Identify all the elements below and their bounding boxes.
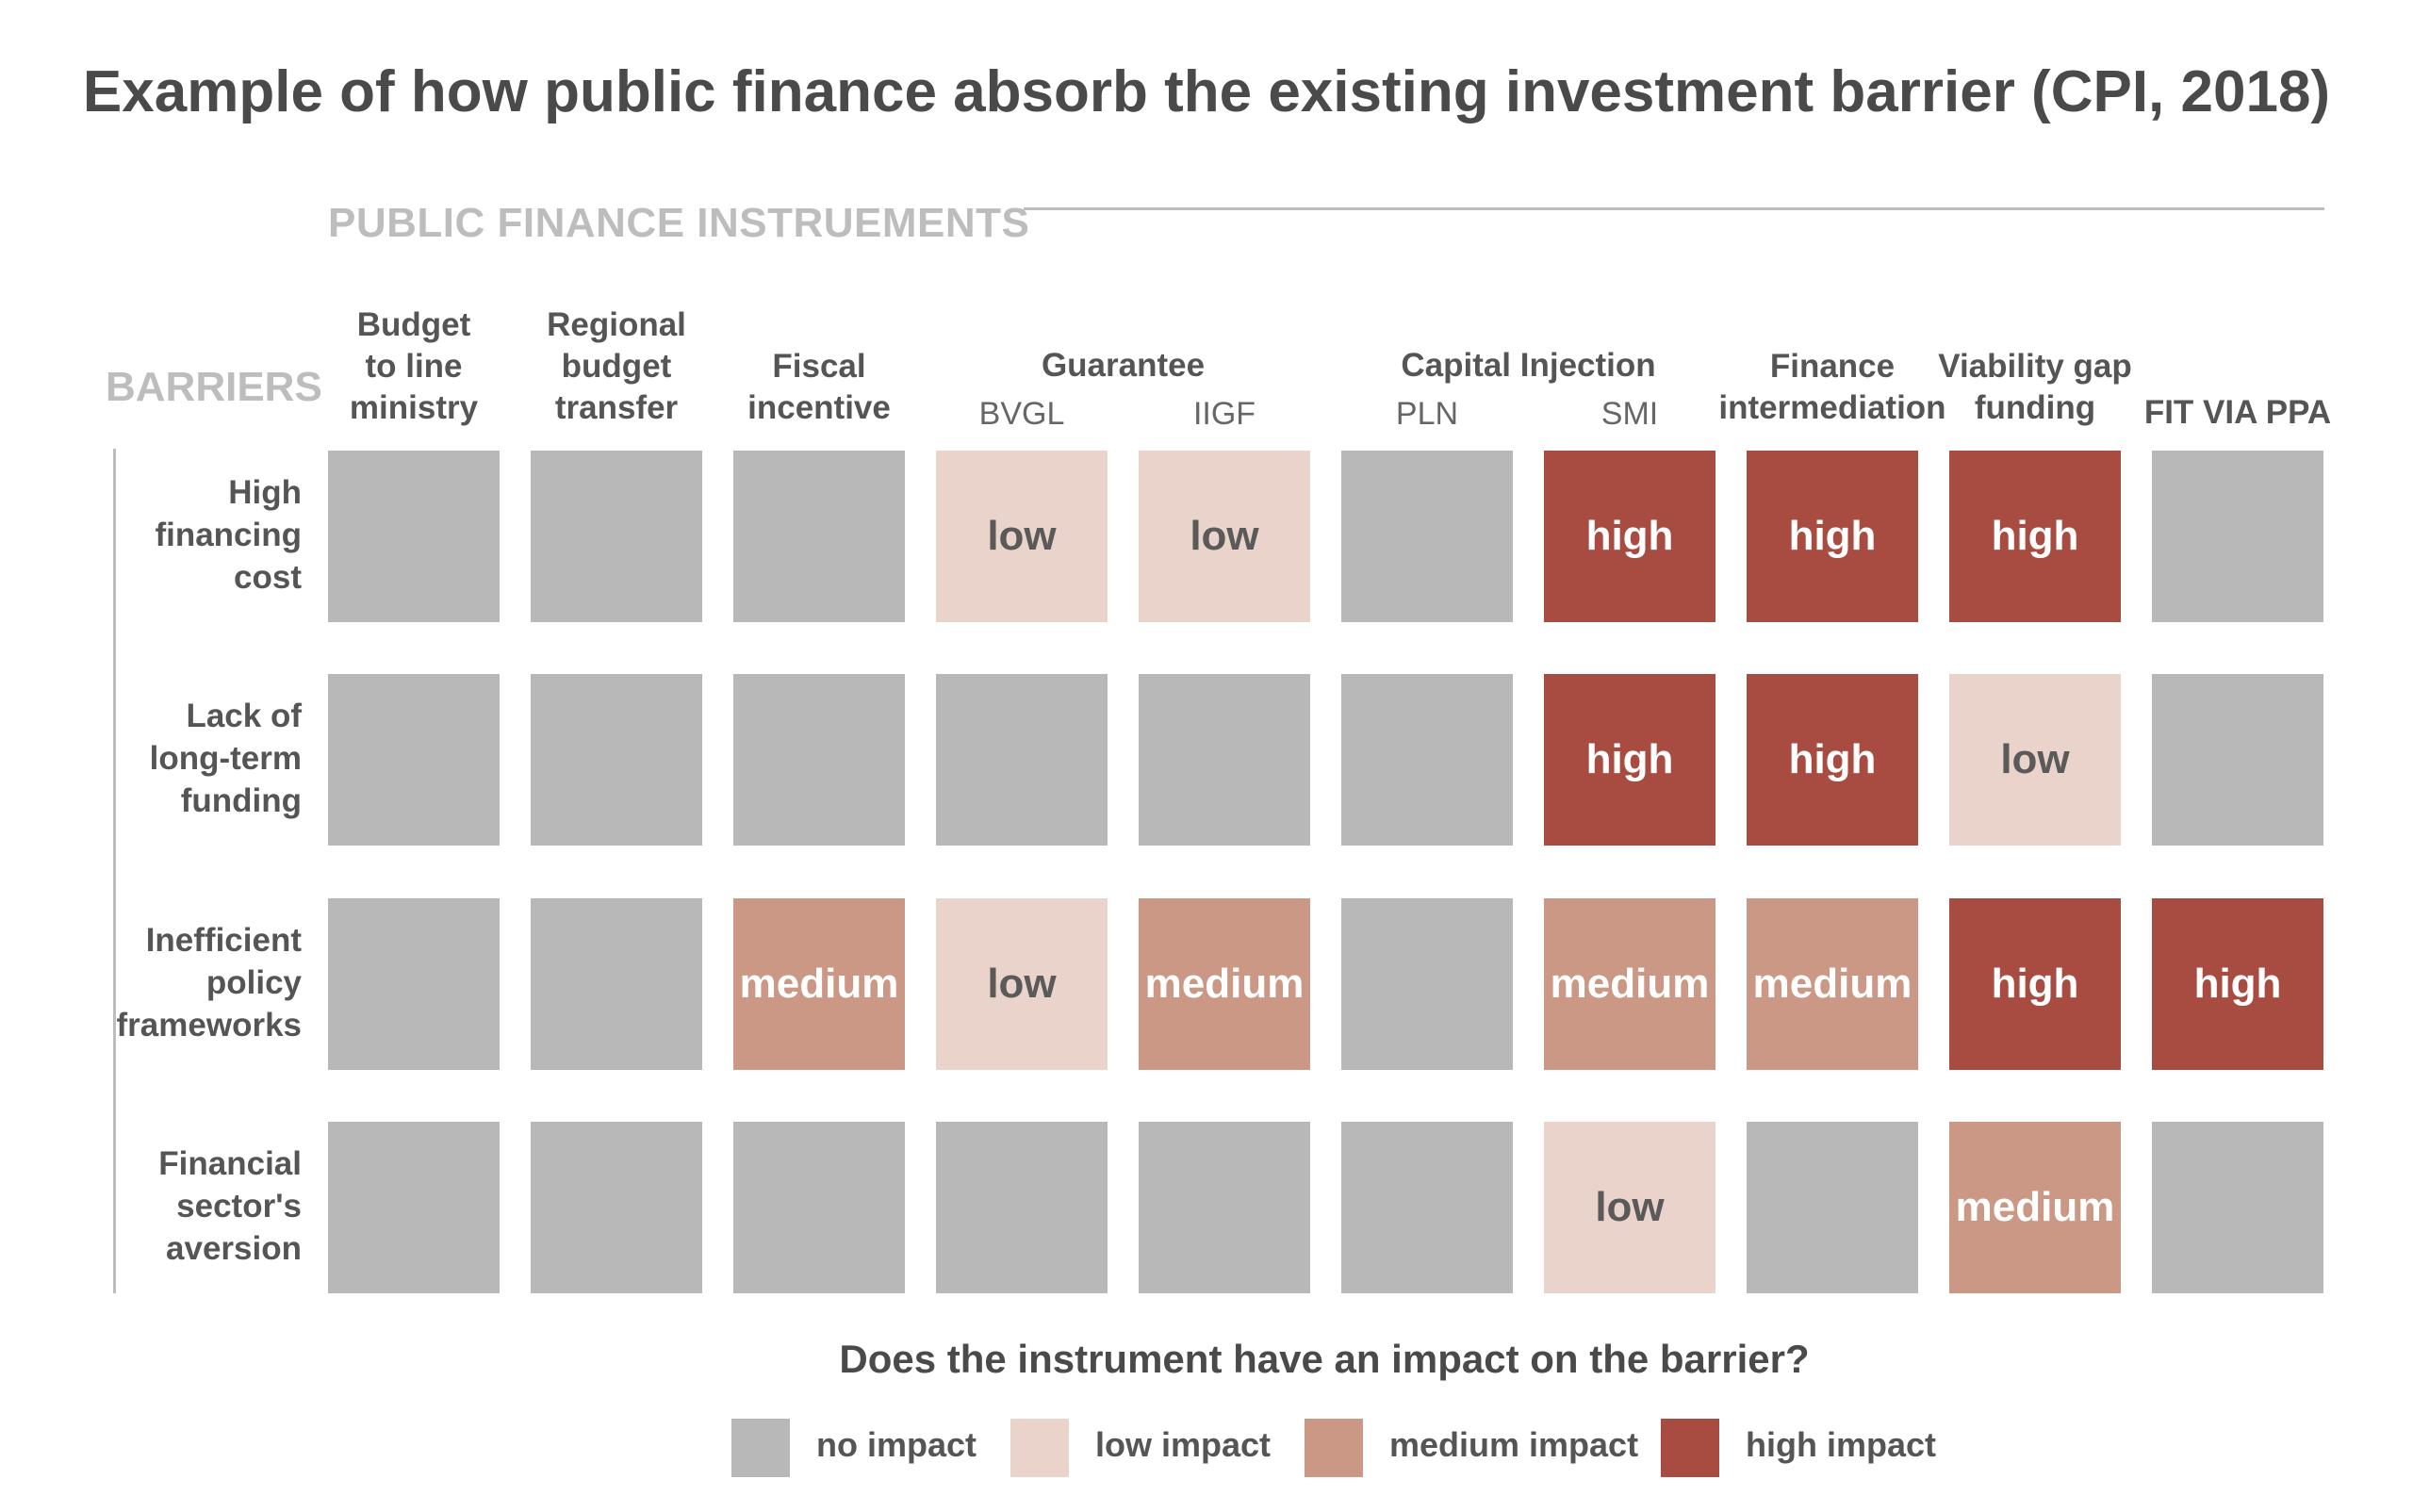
subcolumn-label-pln: PLN bbox=[1395, 396, 1459, 432]
barriers-section-label: BARRIERS bbox=[106, 364, 322, 410]
heatmap-cell bbox=[531, 451, 702, 622]
heatmap-cell bbox=[1747, 1122, 1918, 1293]
row-label-3: Financial sector's aversion bbox=[158, 1145, 302, 1267]
heatmap-cell: medium bbox=[1139, 898, 1310, 1070]
heatmap-cell bbox=[328, 898, 500, 1070]
heatmap-cell bbox=[733, 1122, 905, 1293]
heatmap-cell: low bbox=[1544, 1122, 1715, 1293]
heatmap-cell bbox=[1341, 1122, 1513, 1293]
heatmap-cell bbox=[328, 451, 500, 622]
column-header-4: Capital Injection bbox=[1401, 347, 1656, 384]
subcolumn-label-iigf: IIGF bbox=[1192, 396, 1256, 432]
heatmap-cell: high bbox=[1949, 451, 2121, 622]
heatmap-cell bbox=[531, 1122, 702, 1293]
heatmap-cell: high bbox=[1544, 451, 1715, 622]
legend-swatch-high bbox=[1661, 1419, 1719, 1477]
subcolumn-label-smi: SMI bbox=[1600, 396, 1659, 432]
heatmap-cell: medium bbox=[1949, 1122, 2121, 1293]
heatmap-cell bbox=[328, 674, 500, 846]
heatmap-cell: low bbox=[936, 451, 1108, 622]
chart-title: Example of how public finance absorb the… bbox=[82, 59, 2331, 124]
heatmap-cell bbox=[2152, 1122, 2323, 1293]
row-label-2: Inefficient policy frameworks bbox=[116, 922, 302, 1044]
column-header-1: Regional budget transfer bbox=[547, 306, 686, 426]
heatmap-cell: high bbox=[2152, 898, 2323, 1070]
subcolumn-label-bvgl: BVGL bbox=[978, 396, 1065, 432]
heatmap-cell: low bbox=[1949, 674, 2121, 846]
legend-swatch-none bbox=[731, 1419, 790, 1477]
heatmap-cell bbox=[531, 674, 702, 846]
heatmap-cell bbox=[936, 1122, 1108, 1293]
heatmap-cell: low bbox=[936, 898, 1108, 1070]
column-header-5: Finance intermediation bbox=[1718, 348, 1946, 426]
heatmap-cell bbox=[531, 898, 702, 1070]
heatmap-cell bbox=[733, 451, 905, 622]
heatmap-cell: high bbox=[1544, 674, 1715, 846]
legend-question: Does the instrument have an impact on th… bbox=[839, 1337, 1810, 1381]
barriers-divider-line bbox=[113, 449, 116, 1293]
row-label-1: Lack of long-term funding bbox=[149, 698, 302, 819]
column-header-2: Fiscal incentive bbox=[747, 348, 891, 426]
heatmap-cell bbox=[1139, 1122, 1310, 1293]
column-header-3: Guarantee bbox=[1041, 347, 1206, 384]
instruments-section-label: PUBLIC FINANCE INSTRUEMENTS bbox=[328, 200, 1030, 246]
heatmap-cell bbox=[936, 674, 1108, 846]
instruments-divider-line bbox=[1024, 207, 2324, 210]
heatmap-cell bbox=[1341, 674, 1513, 846]
legend-label-high: high impact bbox=[1746, 1425, 1937, 1464]
heatmap-cell bbox=[2152, 674, 2323, 846]
heatmap-cell: high bbox=[1949, 898, 2121, 1070]
heatmap-cell: medium bbox=[733, 898, 905, 1070]
heatmap-cell bbox=[1341, 898, 1513, 1070]
column-header-0: Budget to line ministry bbox=[349, 306, 479, 426]
legend-label-medium: medium impact bbox=[1389, 1425, 1639, 1464]
heatmap-cell bbox=[1341, 451, 1513, 622]
legend-swatch-medium bbox=[1305, 1419, 1363, 1477]
column-header-7: FIT VIA PPA bbox=[2143, 394, 2332, 431]
heatmap-cell: medium bbox=[1747, 898, 1918, 1070]
legend-label-none: no impact bbox=[816, 1425, 977, 1464]
heatmap-cell: low bbox=[1139, 451, 1310, 622]
heatmap-cell bbox=[2152, 451, 2323, 622]
row-label-0: High financing cost bbox=[155, 474, 302, 596]
heatmap-cell bbox=[1139, 674, 1310, 846]
heatmap-cell: high bbox=[1747, 674, 1918, 846]
legend-label-low: low impact bbox=[1095, 1425, 1272, 1464]
heatmap-cell: high bbox=[1747, 451, 1918, 622]
heatmap-cell bbox=[328, 1122, 500, 1293]
heatmap-cell: medium bbox=[1544, 898, 1715, 1070]
heatmap-cell bbox=[733, 674, 905, 846]
column-header-6: Viability gap funding bbox=[1938, 348, 2132, 426]
legend-swatch-low bbox=[1010, 1419, 1069, 1477]
